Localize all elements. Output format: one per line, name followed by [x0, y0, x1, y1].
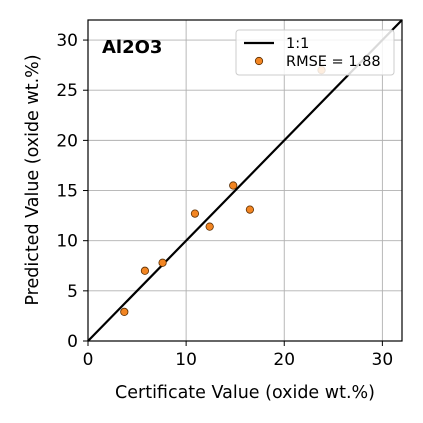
y-ticks: 0 5 10 15 20 25 30: [56, 31, 88, 352]
x-axis-title: Certificate Value (oxide wt.%): [115, 383, 375, 403]
y-tick-label: 25: [56, 81, 78, 101]
data-point: [190, 209, 200, 218]
data-point: [140, 266, 150, 275]
y-tick-label: 5: [67, 282, 78, 302]
x-ticks: 0 10 20 30: [83, 341, 394, 370]
legend-marker-swatch: [254, 56, 264, 66]
x-tick-label: 20: [273, 350, 295, 370]
legend-box: [235, 29, 395, 76]
y-tick-label: 10: [56, 232, 78, 252]
chart-annotation: Al2O3: [102, 37, 162, 58]
x-tick-label: 0: [83, 350, 94, 370]
y-tick-label: 30: [56, 31, 78, 51]
x-tick-label: 30: [372, 350, 394, 370]
data-point: [158, 258, 167, 267]
y-tick-label: 0: [67, 332, 78, 352]
legend: 1:1 RMSE = 1.88: [235, 29, 395, 76]
data-point: [120, 307, 129, 317]
y-tick-label: 15: [56, 182, 78, 202]
y-tick-label: 20: [56, 131, 78, 151]
legend-label-identity: 1:1: [286, 36, 309, 52]
data-point: [205, 222, 214, 231]
x-tick-label: 10: [175, 350, 197, 370]
plot-frame: [87, 19, 403, 342]
data-point: [229, 181, 238, 190]
data-point: [245, 205, 255, 214]
y-axis-title: Predicted Value (oxide wt.%): [23, 54, 43, 305]
legend-label-series: RMSE = 1.88: [286, 54, 381, 70]
